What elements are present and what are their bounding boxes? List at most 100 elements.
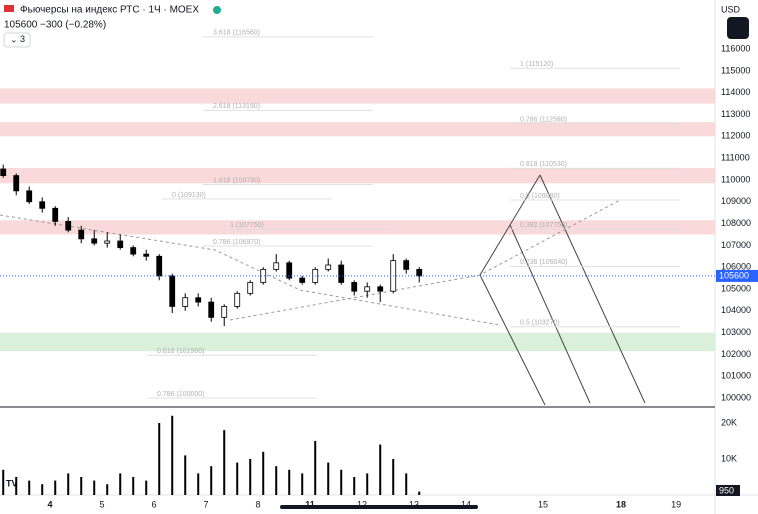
y-tick-label: 106000 [721,262,751,272]
indicator-count[interactable]: ⌄ 3 [10,34,25,44]
avatar[interactable] [727,17,749,39]
candle-body [234,292,241,307]
y-tick-label: 110000 [721,174,750,184]
candle-body [13,175,20,192]
candle-body [156,255,163,277]
volume-bar [314,440,317,495]
x-tick-label: 5 [100,499,105,509]
volume-bar [158,422,161,495]
volume-bar [249,458,252,495]
volume-bar [184,455,187,495]
y-tick-label: 114000 [721,87,750,97]
y-tick-label: 107000 [721,240,751,250]
candle-body [286,262,293,279]
volume-bar [223,430,226,495]
y-tick-label: 105000 [721,283,751,293]
volume-bar [392,458,395,495]
volume-bar [418,491,421,495]
volume-bar [379,444,382,495]
fib-label: 0.618 (110530) [520,161,567,168]
x-tick-label: 7 [204,499,209,509]
volume-bar [106,484,109,495]
price-change: −300 (−0.28%) [40,20,106,31]
candle-body [65,220,72,231]
volume-bar [288,469,291,495]
candle-body [325,264,332,270]
candle-body [143,253,150,257]
candle-body [273,262,280,270]
candle-body [130,247,137,255]
fib-label: 0.5 (103270) [520,320,560,327]
volume-bar [2,469,5,495]
y-tick-label: 112000 [721,131,750,141]
candle-body [104,240,111,244]
candle-body [403,260,410,270]
x-tick-label: 8 [256,499,261,509]
volume-bar [54,480,57,495]
volume-bar [353,476,356,495]
candle-body [299,277,306,283]
candle-body [91,238,98,244]
candle-body [117,240,124,248]
candle-body [247,282,254,294]
market-status [213,6,221,14]
volume-bar [15,476,18,495]
last-price-tag [716,269,758,282]
volume-bar [80,476,83,495]
candle-body [78,229,85,240]
candle-body [221,306,228,318]
y-tick-label: 116000 [721,43,750,53]
fib-label: 3.618 (116560) [213,30,260,37]
x-tick-label: 12 [357,499,367,509]
scroll-bar[interactable] [280,505,478,509]
fib-label: 0.618 (101960) [157,348,204,355]
y-tick-label: 109000 [721,196,751,206]
y-tick-label: 115000 [721,65,750,75]
x-tick-label: 14 [461,499,471,509]
candle-body [260,268,267,283]
candle-body [195,297,202,303]
y-tick-label: 103000 [721,327,751,337]
candle-body [39,201,46,209]
projection-channel [479,174,646,406]
volume-bar [132,476,135,495]
zone [0,220,715,235]
candle-body [364,286,371,292]
volume-bar [236,462,239,495]
volume-tick-label: 10K [721,453,737,463]
zone [0,332,715,352]
volume-bar [327,462,330,495]
currency[interactable]: USD [721,4,741,14]
candle-body [351,282,358,292]
indicator-toggle[interactable] [3,32,31,48]
volume-bar [28,480,31,495]
volume-bar [119,473,122,495]
candle-body [26,190,33,203]
candle-body [182,297,189,307]
candle-body [208,301,215,318]
fib-label: 1 (115120) [520,61,553,68]
fib-label: 0.236 (106040) [520,259,567,266]
symbol-title[interactable]: Фьючерсы на индекс РТС · 1Ч · MOEX [20,5,199,16]
x-tick-label: 6 [152,499,157,509]
volume-bar [275,466,278,495]
zone [0,122,715,137]
last-price-label: 105600 [719,270,749,280]
candle-body [169,275,176,307]
logo: TV [6,478,18,488]
y-tick-label: 108000 [721,218,751,228]
volume-bar [301,473,304,495]
candle-body [377,286,384,292]
zone [0,167,715,184]
x-tick-label: 13 [409,499,419,509]
x-tick-label: 19 [671,499,681,509]
volume-bar [93,480,96,495]
volume-tag [716,485,740,496]
fib-label: 0.382 (107750) [520,222,567,229]
zone [0,88,715,104]
flag-icon [4,5,14,12]
volume-bar [171,415,174,495]
y-tick-label: 104000 [721,305,751,315]
fib-label: 1.618 (109790) [213,177,260,184]
